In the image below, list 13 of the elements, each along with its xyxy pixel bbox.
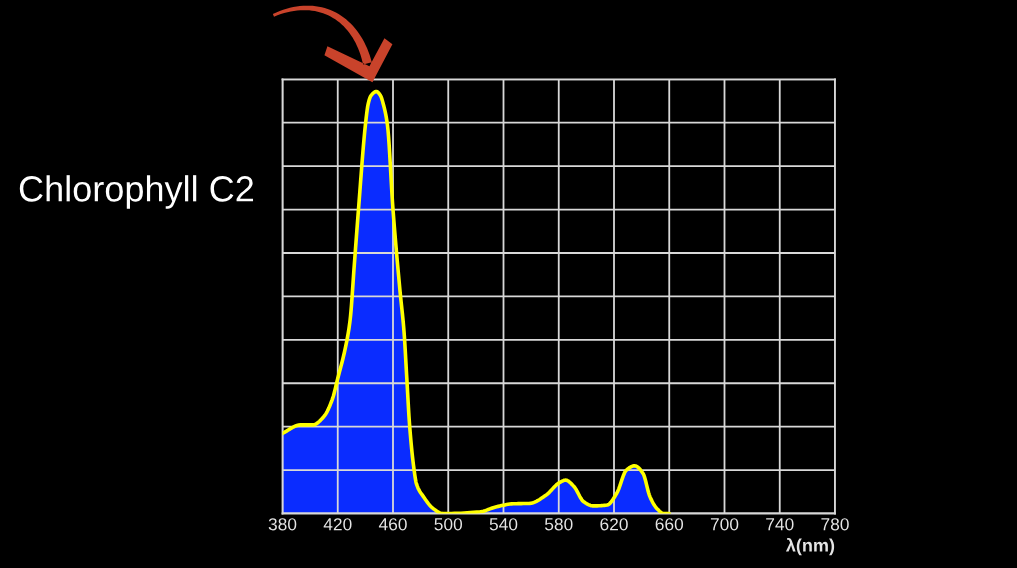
x-tick-label: 620 bbox=[600, 518, 628, 531]
x-tick-label: 780 bbox=[821, 518, 849, 531]
x-tick-label: 380 bbox=[268, 518, 297, 531]
x-tick-label: 540 bbox=[489, 518, 518, 531]
x-axis-title: λ(nm) bbox=[785, 538, 835, 556]
x-tick-label: 660 bbox=[655, 518, 684, 531]
x-tick-label: 420 bbox=[323, 518, 352, 531]
x-tick-label: 580 bbox=[544, 518, 573, 531]
x-tick-label: 740 bbox=[766, 518, 794, 531]
x-tick-label: 700 bbox=[710, 518, 739, 531]
x-tick-label: 500 bbox=[434, 518, 463, 531]
x-tick-label: 460 bbox=[378, 518, 407, 531]
text: Chlorophyll C2 bbox=[19, 175, 254, 209]
